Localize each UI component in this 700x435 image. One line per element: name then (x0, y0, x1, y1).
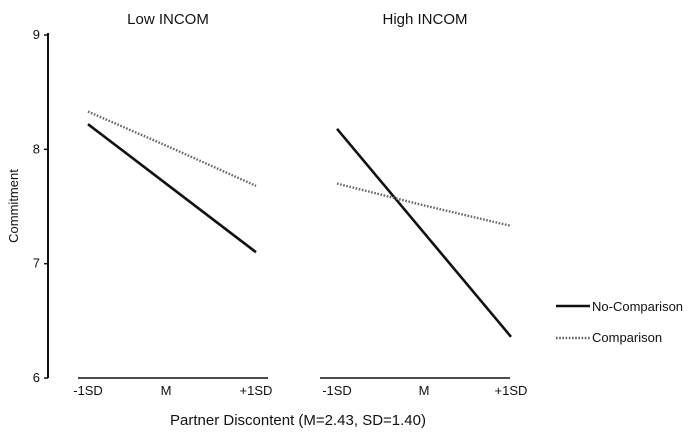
panel-1-x-tick-label: +1SD (240, 383, 273, 398)
y-axis-title: Commitment (6, 169, 21, 243)
panel-2-x-tick-label: -1SD (322, 383, 352, 398)
legend: No-Comparison Comparison (556, 299, 683, 345)
panel-2-title: High INCOM (382, 11, 467, 28)
y-tick-label: 9 (33, 27, 40, 42)
panel-1-title: Low INCOM (127, 11, 209, 28)
panel-1-series-comparison (87, 110, 257, 187)
x-axis-title: Partner Discontent (M=2.43, SD=1.40) (170, 412, 426, 429)
legend-label-no-comparison: No-Comparison (592, 299, 683, 314)
panel-2-series-no-comparison (336, 127, 512, 338)
series-layer (87, 110, 512, 338)
panel-2-series-comparison (336, 182, 512, 228)
y-tick-label: 7 (33, 256, 40, 271)
y-axis-ticks: 6 7 8 9 (33, 27, 48, 385)
panel-2-x-tick-label: M (419, 383, 430, 398)
panel-2-x-tick-labels: -1SD M +1SD (322, 383, 527, 398)
legend-label-comparison: Comparison (592, 330, 662, 345)
y-tick-label: 6 (33, 370, 40, 385)
y-tick-label: 8 (33, 141, 40, 156)
panel-1-x-tick-label: -1SD (73, 383, 103, 398)
panel-1-x-tick-labels: -1SD M +1SD (73, 383, 272, 398)
panel-1-series-no-comparison (87, 123, 257, 254)
panel-1-x-tick-label: M (161, 383, 172, 398)
panel-2-x-tick-label: +1SD (495, 383, 528, 398)
